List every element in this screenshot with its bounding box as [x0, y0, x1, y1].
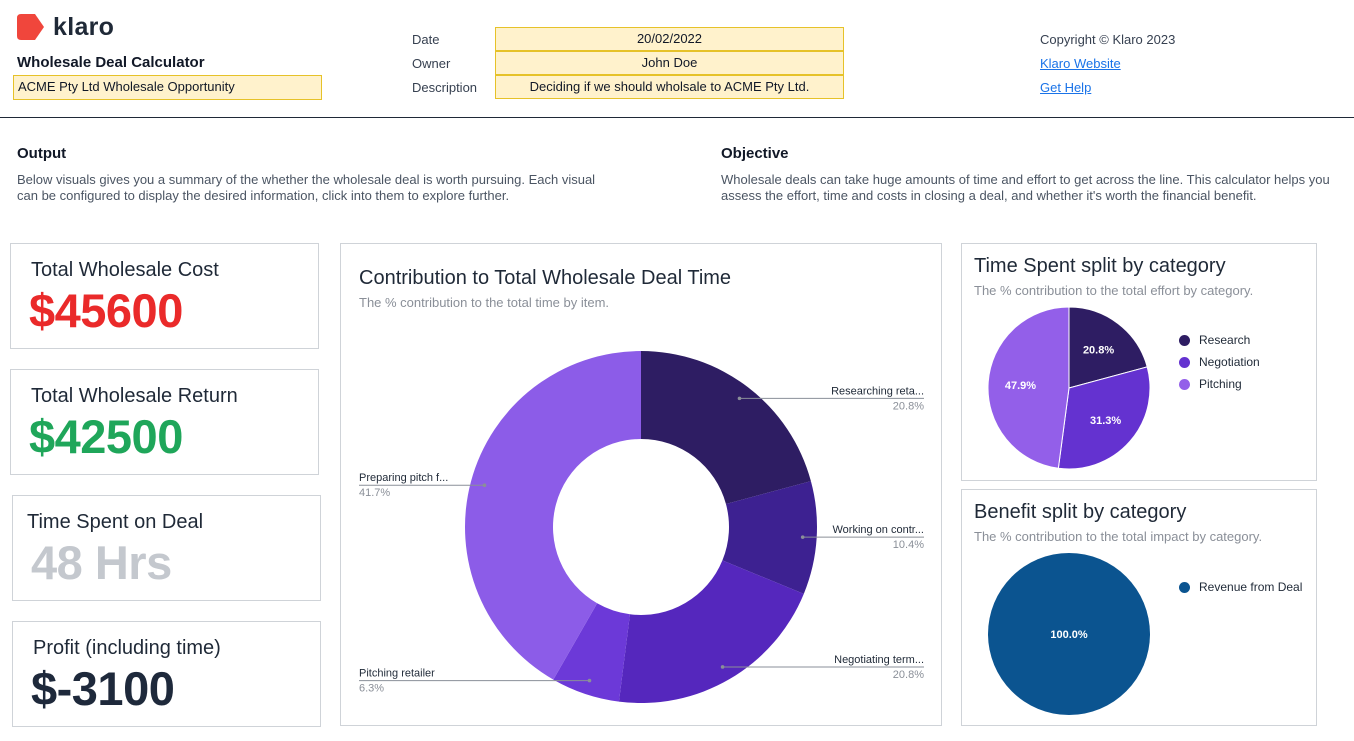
donut-slice — [722, 481, 817, 594]
owner-field[interactable]: John Doe — [495, 51, 844, 75]
legend-label: Revenue from Deal — [1199, 580, 1303, 594]
slice-label: Preparing pitch f... — [359, 472, 448, 484]
pie-slice — [987, 306, 1070, 469]
leader-dot — [482, 483, 487, 488]
slice-value-label: 20.8% — [893, 400, 924, 412]
date-field[interactable]: 20/02/2022 — [495, 27, 844, 51]
slice-label: Pitching retailer — [359, 668, 435, 680]
legend-swatch — [1179, 581, 1190, 593]
legend-item: Revenue from Deal — [1179, 576, 1302, 598]
pie-value-label: 47.9% — [1005, 380, 1036, 392]
kpi-card-total-return[interactable]: Total Wholesale Return $42500 — [10, 369, 319, 475]
klaro-logo[interactable]: klaro — [15, 12, 114, 42]
donut-slice — [618, 560, 804, 703]
chart-title: Contribution to Total Wholesale Deal Tim… — [359, 267, 732, 289]
slice-value-label: 10.4% — [893, 539, 924, 551]
kpi-label: Time Spent on Deal — [27, 511, 204, 533]
pie-value-label: 31.3% — [1090, 415, 1121, 427]
description-label: Description — [412, 80, 478, 95]
leader-dot — [587, 678, 592, 683]
donut-chart-svg: Researching reta... 20.8% Working on contr… — [359, 351, 924, 703]
kpi-value: $42500 — [29, 410, 183, 463]
legend-swatch — [1179, 378, 1190, 390]
legend-swatch — [1179, 356, 1190, 368]
chart-time-split-pie[interactable]: Time Spent split by category The % contr… — [961, 243, 1317, 481]
kpi-label: Total Wholesale Cost — [31, 259, 219, 281]
chart-subtitle: The % contribution to the total effort b… — [974, 283, 1254, 298]
chart-subtitle: The % contribution to the total impact b… — [974, 529, 1263, 544]
kpi-card-profit[interactable]: Profit (including time) $-3100 — [12, 621, 321, 727]
pie-slice — [1068, 306, 1148, 389]
chart-legend: Research Negotiation Pitching — [1179, 329, 1260, 395]
slice-label: Researching reta... — [831, 385, 924, 397]
chart-subtitle: The % contribution to the total time by … — [359, 295, 610, 310]
pie-chart-svg: 100.0% — [988, 553, 1150, 715]
klaro-logo-icon — [17, 14, 44, 40]
chart-title: Time Spent split by category — [974, 255, 1226, 277]
kpi-card-time-spent[interactable]: Time Spent on Deal 48 Hrs — [12, 495, 321, 601]
objective-heading: Objective — [721, 145, 789, 162]
leader-dot — [737, 396, 742, 401]
slice-value-label: 20.8% — [893, 669, 924, 681]
kpi-label: Profit (including time) — [33, 637, 221, 659]
app-title: Wholesale Deal Calculator — [17, 54, 205, 71]
copyright-text: Copyright © Klaro 2023 — [1040, 32, 1176, 47]
brand-name: klaro — [53, 12, 115, 41]
pie-slice — [1057, 366, 1151, 470]
slice-label: Negotiating term... — [834, 654, 924, 666]
kpi-label: Total Wholesale Return — [31, 385, 238, 407]
legend-label: Research — [1199, 333, 1251, 347]
legend-label: Negotiation — [1199, 355, 1260, 369]
kpi-value: $-3100 — [31, 662, 175, 715]
donut-slice — [553, 603, 630, 702]
chart-benefit-split-pie[interactable]: Benefit split by category The % contribu… — [961, 489, 1317, 726]
output-heading: Output — [17, 145, 67, 162]
objective-description: Wholesale deals can take huge amounts of… — [721, 172, 1330, 203]
description-field[interactable]: Deciding if we should wholsale to ACME P… — [495, 75, 844, 99]
deal-name-field[interactable]: ACME Pty Ltd Wholesale Opportunity — [13, 75, 322, 100]
output-description: Below visuals gives you a summary of the… — [17, 172, 596, 203]
slice-value-label: 6.3% — [359, 683, 384, 695]
slice-label: Working on contr... — [832, 524, 924, 536]
pie-chart-svg: 20.8% 31.3% 47.9% — [987, 306, 1151, 470]
date-label: Date — [412, 32, 440, 47]
pie-value-label: 20.8% — [1083, 344, 1114, 356]
legend-item: Research — [1179, 329, 1260, 351]
legend-item: Negotiation — [1179, 351, 1260, 373]
slice-value-label: 41.7% — [359, 487, 390, 499]
leader-dot — [800, 535, 805, 539]
pie-value-label: 100.0% — [1050, 629, 1088, 641]
chart-deal-time-donut[interactable]: Contribution to Total Wholesale Deal Tim… — [340, 243, 942, 726]
donut-slice — [641, 351, 811, 505]
chart-legend: Revenue from Deal — [1179, 576, 1302, 598]
owner-label: Owner — [412, 56, 451, 71]
leader-dot — [720, 665, 725, 669]
get-help-link[interactable]: Get Help — [1040, 80, 1092, 95]
donut-slice — [465, 351, 641, 680]
kpi-value: $45600 — [29, 284, 183, 337]
header-divider — [0, 117, 1354, 118]
pie-slice — [988, 553, 1150, 715]
kpi-value: 48 Hrs — [31, 536, 172, 589]
legend-item: Pitching — [1179, 373, 1260, 395]
kpi-card-total-cost[interactable]: Total Wholesale Cost $45600 — [10, 243, 319, 349]
chart-title: Benefit split by category — [974, 501, 1187, 523]
legend-swatch — [1179, 334, 1190, 346]
legend-label: Pitching — [1199, 377, 1242, 391]
klaro-website-link[interactable]: Klaro Website — [1040, 56, 1121, 71]
